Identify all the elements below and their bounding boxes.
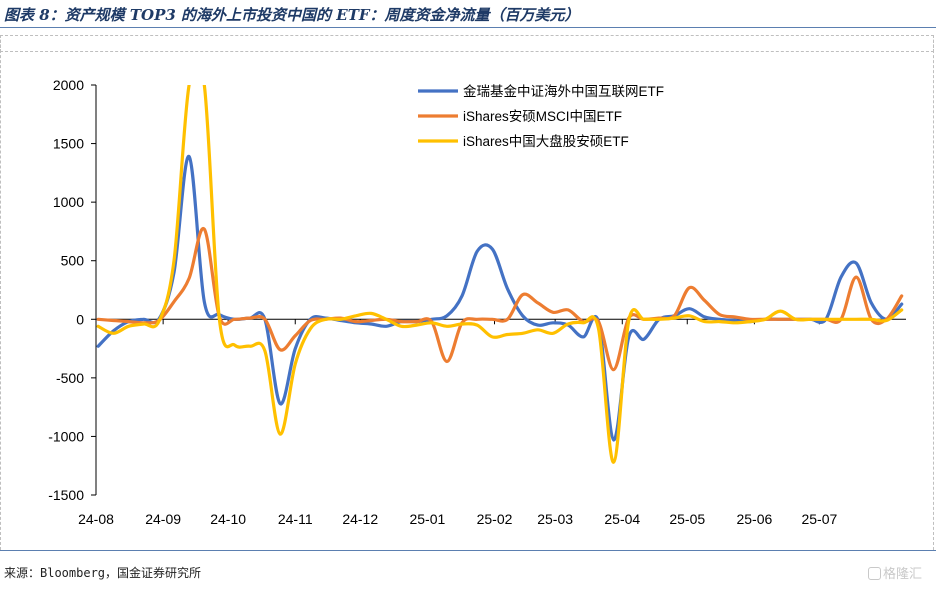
x-tick-label: 25-05	[669, 511, 705, 527]
chart-frame-left	[0, 35, 1, 550]
x-tick-label: 24-11	[278, 511, 313, 527]
y-tick-label: -1000	[48, 428, 84, 444]
y-tick-label: 500	[61, 253, 85, 269]
y-tick-label: 1000	[53, 194, 84, 210]
x-axis: 24-08 24-09 24-10 24-11 24-12 25-01 25-02 25-03…	[78, 318, 906, 527]
series-group	[96, 85, 904, 464]
watermark-text: 格隆汇	[883, 567, 923, 582]
legend: 金瑞基金中证海外中国互联网ETF iShares安硕MSCI中国ETF iShare…	[418, 83, 664, 149]
legend-label-2: iShares安硕MSCI中国ETF	[463, 109, 622, 124]
x-tick-label: 25-07	[801, 511, 837, 527]
chart-frame-top	[0, 35, 934, 52]
legend-label-3: iShares中国大盘股安硕ETF	[463, 133, 629, 149]
figure-title: 图表 8：资产规模 TOP3 的海外上市投资中国的 ETF：周度资金净流量（百万…	[4, 6, 580, 24]
x-tick-label: 24-08	[78, 511, 114, 527]
x-tick-label: 25-04	[604, 511, 640, 527]
title-divider	[0, 27, 936, 28]
y-tick-label: 1500	[53, 136, 84, 152]
series-line-3	[96, 85, 904, 464]
x-tick-label: 24-09	[145, 511, 181, 527]
legend-label-1: 金瑞基金中证海外中国互联网ETF	[463, 83, 664, 99]
x-tick-label: 25-02	[477, 511, 513, 527]
source-note: 来源：Bloomberg，国金证券研究所	[4, 566, 202, 580]
y-tick-label: 0	[76, 311, 84, 327]
x-tick-label: 25-06	[736, 511, 772, 527]
x-tick-label: 24-12	[342, 511, 378, 527]
x-tick-label: 25-01	[409, 511, 445, 527]
y-axis: 2000 1500 1000 500 0 -500 -1000 -1500	[48, 77, 97, 503]
watermark-logo-icon	[868, 567, 881, 580]
y-tick-label: -500	[56, 370, 84, 386]
chart-frame-right	[933, 35, 934, 550]
x-tick-label: 24-10	[210, 511, 246, 527]
watermark: 格隆汇	[868, 563, 922, 582]
y-tick-label: -1500	[48, 487, 84, 503]
x-tick-label: 25-03	[537, 511, 573, 527]
footer-divider	[0, 550, 936, 551]
y-tick-label: 2000	[53, 77, 84, 93]
